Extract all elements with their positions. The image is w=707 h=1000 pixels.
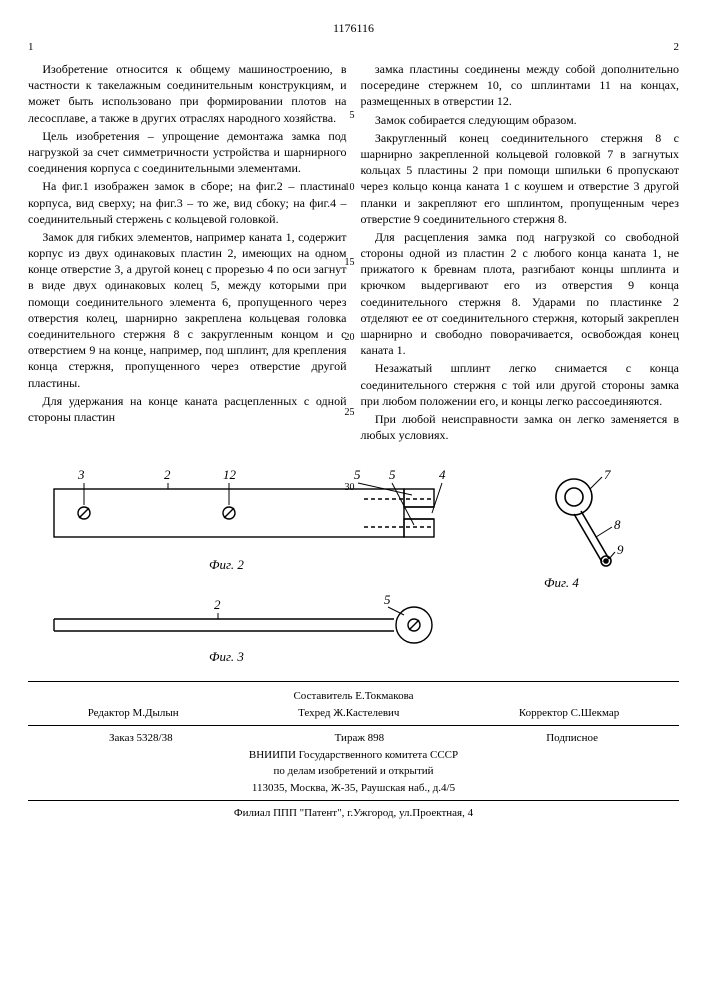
para: Замок собирается следующим образом.	[361, 112, 680, 128]
compiler: Составитель Е.Токмакова	[28, 688, 679, 705]
line-num: 25	[345, 406, 355, 420]
para: Для расцепления замка под нагрузкой со с…	[361, 229, 680, 359]
signed: Подписное	[546, 730, 598, 747]
fig4-title: Фиг. 4	[544, 575, 579, 589]
para: Для удержания на конце каната расцепленн…	[28, 393, 347, 425]
doc-number: 1176116	[28, 20, 679, 36]
fig2-label: 3	[77, 467, 85, 482]
para: Цель изобретения – упрощение демонтажа з…	[28, 128, 347, 177]
fig3-label: 5	[384, 592, 391, 607]
techred: Техред Ж.Кастелевич	[298, 705, 399, 722]
fig2-title: Фиг. 2	[209, 557, 244, 572]
para: Закругленный конец соединительного стерж…	[361, 130, 680, 227]
org1: ВНИИПИ Государственного комитета СССР	[28, 747, 679, 764]
order: Заказ 5328/38	[109, 730, 173, 747]
para: замка пластины соединены между собой доп…	[361, 61, 680, 110]
line-num: 5	[350, 109, 355, 123]
fig2-label: 5	[354, 467, 361, 482]
header-row: 1 2	[28, 40, 679, 55]
para: Изобретение относится к общему машиностр…	[28, 61, 347, 126]
corrector: Корректор С.Шекмар	[519, 705, 619, 722]
fig4-label: 8	[614, 517, 621, 532]
fig4-label: 9	[617, 542, 624, 557]
fig4-label: 7	[604, 467, 611, 482]
line-num: 10	[345, 181, 355, 195]
page-right: 2	[674, 40, 680, 55]
editor: Редактор М.Дылын	[88, 705, 179, 722]
line-num: 30	[345, 481, 355, 495]
left-column: 5 10 15 20 25 30 Изобретение относится к…	[28, 61, 347, 445]
text-columns: 5 10 15 20 25 30 Изобретение относится к…	[28, 61, 679, 445]
fig3-svg: 2 5 Фиг. 3	[34, 589, 674, 669]
fig2-label: 5	[389, 467, 396, 482]
fig2-fig4-svg: 3 2 12 5 5 4 Фиг. 2 7 8	[34, 459, 674, 589]
fig3-label: 2	[214, 597, 221, 612]
para: Незажатый шплинт легко снимается с конца…	[361, 360, 680, 409]
footer: Составитель Е.Токмакова Редактор М.Дылын…	[28, 681, 679, 822]
addr1: 113035, Москва, Ж-35, Раушская наб., д.4…	[28, 780, 679, 797]
fig3-title: Фиг. 3	[209, 649, 244, 664]
para: Замок для гибких элементов, например кан…	[28, 229, 347, 391]
org2: по делам изобретений и открытий	[28, 763, 679, 780]
fig2-label: 12	[223, 467, 237, 482]
right-column: замка пластины соединены между собой доп…	[361, 61, 680, 445]
branch: Филиал ППП "Патент", г.Ужгород, ул.Проек…	[28, 805, 679, 822]
fig2-label: 4	[439, 467, 446, 482]
line-num: 20	[345, 331, 355, 345]
para: На фиг.1 изображен замок в сборе; на фиг…	[28, 178, 347, 227]
para: При любой неисправности замка он легко з…	[361, 411, 680, 443]
tirazh: Тираж 898	[335, 730, 385, 747]
line-num: 15	[345, 256, 355, 270]
page-left: 1	[28, 40, 34, 55]
fig2-label: 2	[164, 467, 171, 482]
